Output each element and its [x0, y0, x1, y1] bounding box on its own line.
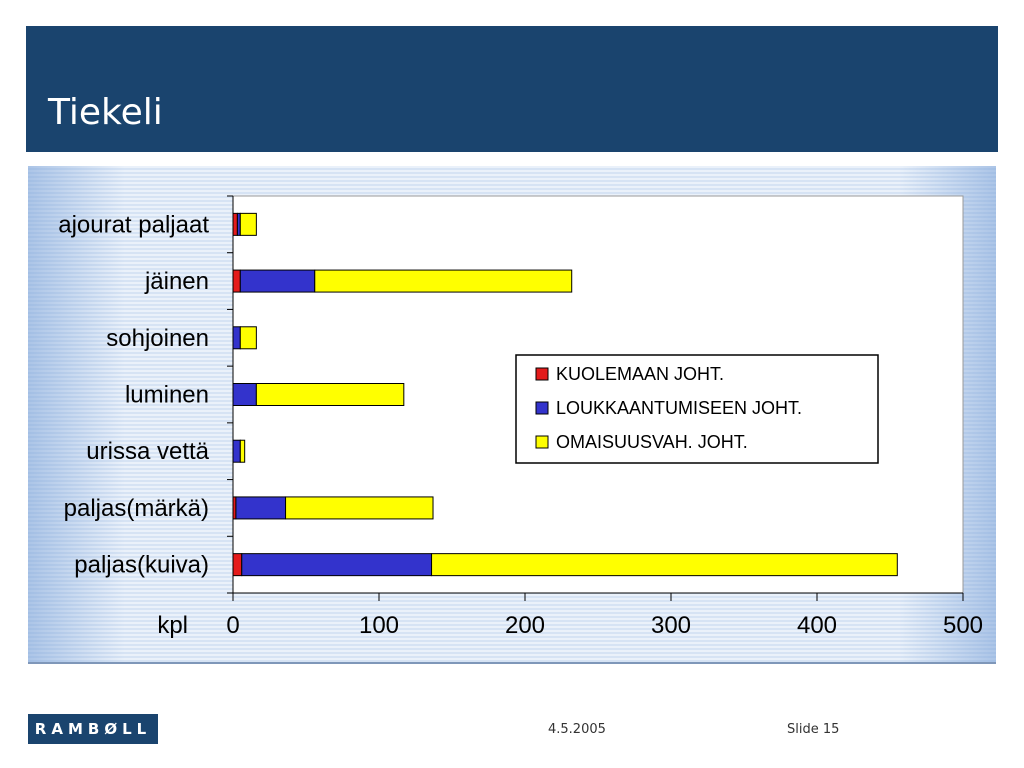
category-label: sohjoinen — [106, 325, 209, 352]
bar-segment — [232, 212, 238, 236]
category-label: urissa vettä — [86, 438, 209, 465]
bar-segment — [239, 326, 257, 350]
bar-segment — [232, 383, 257, 406]
x-axis-label: kpl — [157, 612, 188, 639]
legend-swatch — [535, 435, 549, 449]
slide-title: Tiekeli — [48, 92, 163, 133]
bar-segment — [232, 553, 243, 577]
x-tick-label: 300 — [651, 612, 691, 639]
bar-segment — [285, 496, 434, 520]
legend-label: LOUKKAANTUMISEEN JOHT. — [556, 398, 802, 418]
bar-chart: 0 100 200 300 400 500 kpl ajourat paljaat jäinen… — [58, 195, 983, 639]
bar-segment — [431, 553, 898, 577]
legend-swatch — [535, 367, 549, 381]
bar-segment — [255, 383, 405, 406]
x-tick-label: 100 — [359, 612, 399, 639]
bar-segment — [239, 212, 257, 236]
x-tick-label: 200 — [505, 612, 545, 639]
bar-segment — [239, 439, 246, 463]
category-label: jäinen — [144, 268, 209, 295]
legend-box — [515, 354, 879, 464]
bar-segment — [235, 496, 287, 520]
legend-swatch — [535, 401, 549, 415]
x-tick-label: 500 — [943, 612, 983, 639]
bar-segment — [239, 269, 316, 293]
chart-panel: 0 100 200 300 400 500 kpl ajourat paljaat jäinen… — [28, 166, 996, 664]
title-bar: Tiekeli — [26, 26, 998, 152]
category-label: paljas(kuiva) — [74, 552, 209, 579]
footer-slide-number: Slide 15 — [787, 722, 840, 737]
x-tick-label: 400 — [797, 612, 837, 639]
bar-segment — [232, 269, 241, 293]
bar-segment — [241, 553, 433, 577]
bar-segment — [232, 439, 241, 463]
legend-label: KUOLEMAAN JOHT. — [556, 364, 724, 384]
bar-segment — [232, 326, 241, 350]
bar-segment — [314, 269, 573, 293]
category-label: luminen — [125, 382, 209, 409]
ramboll-logo: RAMBØLL — [28, 714, 158, 744]
x-tick-label: 0 — [226, 612, 239, 639]
legend-label: OMAISUUSVAH. JOHT. — [556, 432, 748, 452]
category-label: ajourat paljaat — [58, 211, 209, 238]
footer-date: 4.5.2005 — [548, 722, 606, 737]
category-label: paljas(märkä) — [64, 495, 209, 522]
